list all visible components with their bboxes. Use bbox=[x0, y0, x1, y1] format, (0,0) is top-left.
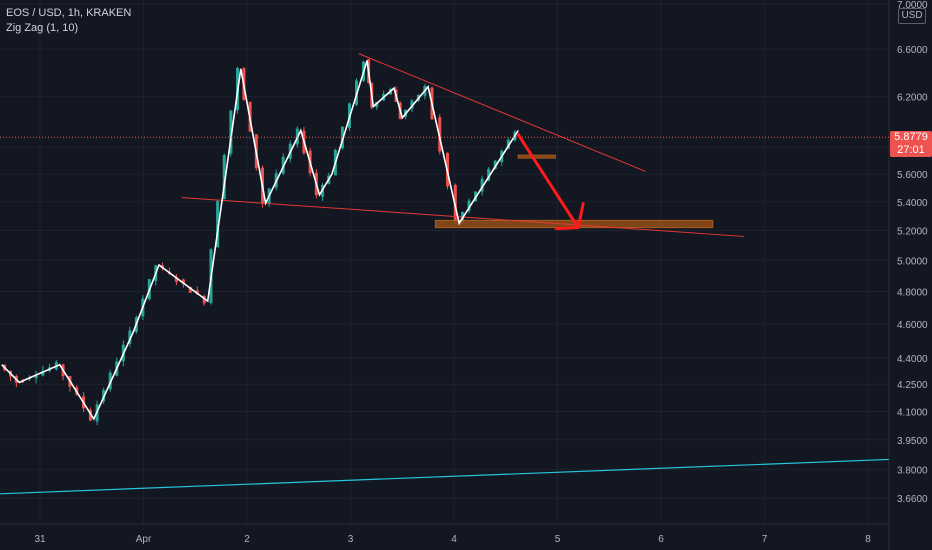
time-tick-label[interactable]: 5 bbox=[555, 534, 561, 545]
chart-legend: EOS / USD, 1h, KRAKEN Zig Zag (1, 10) bbox=[6, 6, 131, 36]
price-tick-label[interactable]: 6.2000 bbox=[897, 93, 928, 104]
price-tick-label[interactable]: 3.6600 bbox=[897, 494, 928, 505]
time-tick-label[interactable]: 7 bbox=[762, 534, 768, 545]
price-tick-label[interactable]: 4.4000 bbox=[897, 354, 928, 365]
price-tick-label[interactable]: 3.8000 bbox=[897, 465, 928, 476]
time-tick-label[interactable]: 6 bbox=[658, 534, 664, 545]
time-tick-label[interactable]: 2 bbox=[244, 534, 250, 545]
price-tick-label[interactable]: 5.2000 bbox=[897, 227, 928, 238]
price-tick-label[interactable]: 5.6000 bbox=[897, 170, 928, 181]
last-price-value: 5.8779 bbox=[890, 131, 932, 144]
price-tick-label[interactable]: 3.9500 bbox=[897, 436, 928, 447]
time-tick-label[interactable]: 31 bbox=[34, 534, 46, 545]
time-tick-label[interactable]: 8 bbox=[865, 534, 871, 545]
time-tick-label[interactable]: Apr bbox=[136, 534, 152, 545]
price-tick-label[interactable]: 4.2500 bbox=[897, 380, 928, 391]
currency-badge[interactable]: USD bbox=[898, 8, 926, 24]
time-tick-label[interactable]: 3 bbox=[348, 534, 354, 545]
price-tick-label[interactable]: 6.6000 bbox=[897, 45, 928, 56]
last-price-tag: 5.8779 27:01 bbox=[890, 131, 932, 157]
indicator-label[interactable]: Zig Zag (1, 10) bbox=[6, 21, 131, 36]
price-tick-label[interactable]: 4.1000 bbox=[897, 408, 928, 419]
bar-countdown: 27:01 bbox=[890, 144, 932, 157]
price-tick-label[interactable]: 5.4000 bbox=[897, 198, 928, 209]
time-tick-label[interactable]: 4 bbox=[451, 534, 457, 545]
symbol-title[interactable]: EOS / USD, 1h, KRAKEN bbox=[6, 6, 131, 21]
support-zone[interactable] bbox=[518, 155, 555, 158]
price-tick-label[interactable]: 4.6000 bbox=[897, 320, 928, 331]
price-tick-label[interactable]: 4.8000 bbox=[897, 288, 928, 299]
price-tick-label[interactable]: 5.0000 bbox=[897, 256, 928, 267]
